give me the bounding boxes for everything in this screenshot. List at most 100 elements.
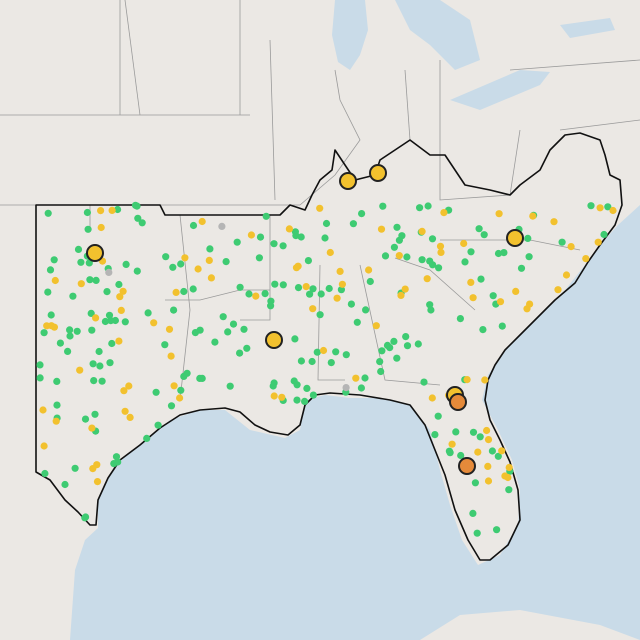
large-marker-yellow[interactable] [265,331,283,349]
small-marker-green[interactable] [115,280,123,289]
small-marker-yellow[interactable] [484,462,492,470]
small-marker-green[interactable] [402,333,410,341]
small-marker-yellow[interactable] [338,280,346,288]
small-marker-yellow[interactable] [512,287,520,295]
small-marker-green[interactable] [177,260,185,268]
small-marker-green[interactable] [294,284,303,292]
small-marker-green[interactable] [505,486,513,494]
small-marker-yellow[interactable] [377,225,386,233]
small-marker-green[interactable] [169,263,177,271]
small-marker-yellow[interactable] [484,436,493,444]
small-marker-green[interactable] [61,480,69,489]
small-marker-green[interactable] [98,377,106,385]
small-marker-yellow[interactable] [498,447,506,455]
small-marker-yellow[interactable] [285,225,293,233]
large-markers[interactable] [86,164,524,475]
small-marker-green[interactable] [452,428,460,436]
small-marker-green[interactable] [64,347,72,355]
small-marker-gray[interactable] [342,384,350,392]
small-marker-green[interactable] [144,309,152,317]
small-marker-yellow[interactable] [483,426,491,435]
small-marker-green[interactable] [71,464,79,472]
small-marker-green[interactable] [317,290,325,298]
small-marker-green[interactable] [154,421,162,429]
small-marker-yellow[interactable] [336,267,344,275]
small-marker-green[interactable] [500,249,508,257]
small-marker-green[interactable] [121,318,129,326]
small-marker-green[interactable] [403,253,411,261]
small-marker-green[interactable] [92,276,100,284]
small-marker-green[interactable] [111,316,119,325]
small-marker-yellow[interactable] [176,394,184,402]
small-marker-yellow[interactable] [316,204,324,212]
small-marker-green[interactable] [600,230,608,239]
small-marker-green[interactable] [95,347,103,356]
small-marker-green[interactable] [393,354,401,362]
small-marker-yellow[interactable] [207,274,215,282]
small-marker-yellow[interactable] [609,206,617,215]
small-marker-green[interactable] [469,428,478,436]
small-marker-green[interactable] [122,260,130,268]
small-marker-green[interactable] [255,254,263,262]
small-marker-yellow[interactable] [460,239,468,248]
small-marker-green[interactable] [347,300,355,308]
small-marker-green[interactable] [434,412,442,420]
small-marker-yellow[interactable] [397,291,405,299]
small-marker-green[interactable] [429,261,437,269]
small-markers[interactable] [36,201,617,537]
small-marker-green[interactable] [418,256,426,264]
small-marker-yellow[interactable] [333,294,341,302]
small-marker-green[interactable] [177,386,185,394]
small-marker-yellow[interactable] [77,280,85,288]
small-marker-gray[interactable] [105,268,113,276]
small-marker-green[interactable] [81,415,90,423]
small-marker-green[interactable] [44,209,52,217]
small-marker-yellow[interactable] [529,212,537,220]
small-marker-green[interactable] [240,325,248,333]
small-marker-green[interactable] [77,258,85,266]
small-marker-green[interactable] [91,410,99,418]
small-marker-green[interactable] [74,245,83,253]
small-marker-green[interactable] [66,332,74,340]
small-marker-yellow[interactable] [309,305,317,313]
small-marker-green[interactable] [196,326,204,334]
small-marker-yellow[interactable] [319,346,328,355]
small-marker-yellow[interactable] [418,227,426,235]
small-marker-green[interactable] [435,264,443,272]
large-marker-yellow[interactable] [506,229,524,247]
small-marker-yellow[interactable] [92,314,100,322]
small-marker-green[interactable] [84,225,92,233]
small-marker-green[interactable] [53,377,61,385]
small-marker-yellow[interactable] [89,465,97,473]
small-marker-yellow[interactable] [554,286,562,294]
small-marker-green[interactable] [456,315,464,323]
small-marker-green[interactable] [362,306,370,314]
large-marker-yellow[interactable] [339,172,357,190]
small-marker-yellow[interactable] [469,294,477,302]
small-marker-green[interactable] [480,231,488,239]
small-marker-green[interactable] [493,526,501,534]
small-marker-green[interactable] [261,290,269,298]
small-marker-yellow[interactable] [562,271,571,279]
small-marker-green[interactable] [170,306,178,314]
small-marker-green[interactable] [81,514,89,522]
small-marker-green[interactable] [306,290,314,298]
small-marker-yellow[interactable] [47,322,56,330]
small-marker-green[interactable] [469,509,477,517]
small-marker-green[interactable] [41,469,49,478]
small-marker-green[interactable] [424,202,432,210]
small-marker-green[interactable] [270,240,278,248]
small-marker-yellow[interactable] [170,382,178,390]
small-marker-green[interactable] [428,235,437,243]
small-marker-green[interactable] [229,320,238,328]
small-marker-green[interactable] [46,266,55,274]
small-marker-green[interactable] [292,232,300,240]
small-marker-yellow[interactable] [582,255,590,263]
small-marker-green[interactable] [358,210,366,218]
small-marker-yellow[interactable] [428,394,436,402]
small-marker-yellow[interactable] [401,285,409,293]
small-marker-green[interactable] [114,205,122,214]
small-marker-green[interactable] [476,433,484,441]
small-marker-green[interactable] [383,341,392,349]
